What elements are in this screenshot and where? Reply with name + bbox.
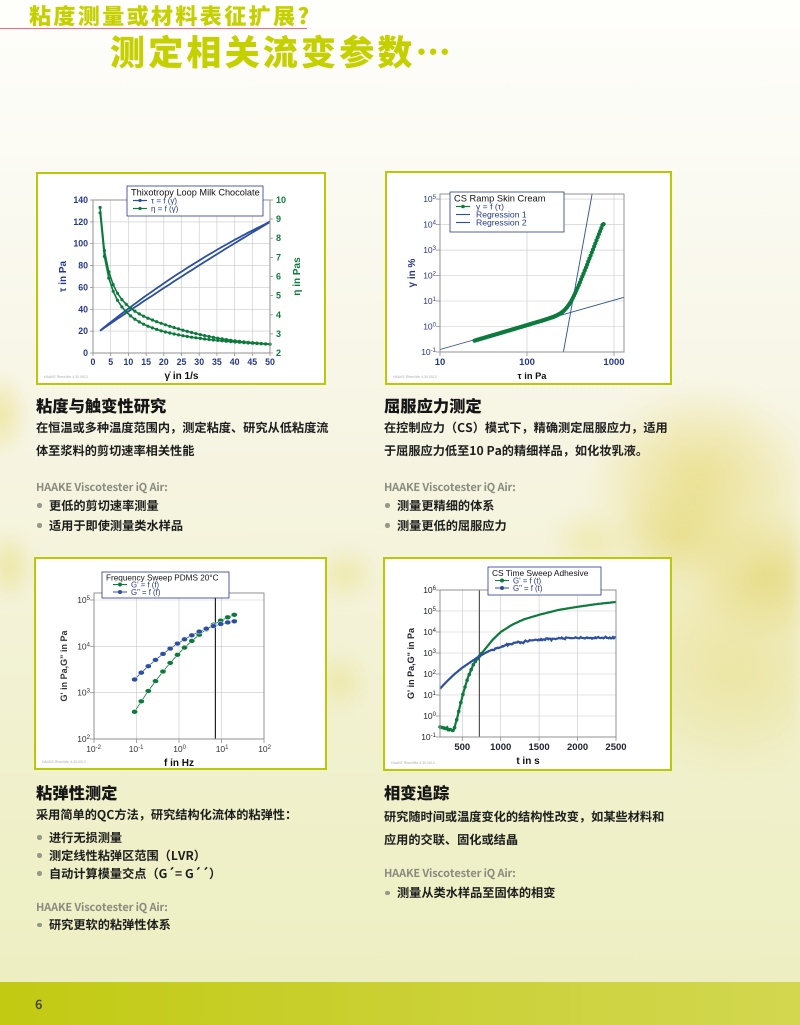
svg-text:106: 106 bbox=[423, 585, 436, 595]
svg-text:100: 100 bbox=[73, 239, 88, 249]
svg-text:G' = f (t): G' = f (t) bbox=[513, 577, 542, 586]
svg-text:15: 15 bbox=[141, 357, 151, 367]
svg-text:10-1: 10-1 bbox=[421, 732, 436, 742]
svg-text:100: 100 bbox=[173, 744, 186, 754]
svg-text:103: 103 bbox=[77, 688, 90, 698]
svg-text:102: 102 bbox=[258, 744, 271, 754]
svg-text:45: 45 bbox=[247, 357, 257, 367]
svg-text:τ in Pa: τ in Pa bbox=[518, 371, 548, 381]
svg-text:20: 20 bbox=[159, 357, 169, 367]
svg-text:80: 80 bbox=[78, 261, 88, 271]
svg-text:35: 35 bbox=[212, 357, 222, 367]
svg-text:Regression 2: Regression 2 bbox=[476, 218, 527, 228]
svg-text:3: 3 bbox=[276, 329, 281, 339]
svg-text:HAAKE RheoWin 4.30.0012: HAAKE RheoWin 4.30.0012 bbox=[393, 375, 437, 379]
svg-text:10: 10 bbox=[276, 195, 286, 205]
svg-text:6: 6 bbox=[276, 272, 281, 282]
svg-text:η in Pas: η in Pas bbox=[292, 257, 303, 296]
svg-text:40: 40 bbox=[78, 304, 88, 314]
svg-text:7: 7 bbox=[276, 252, 281, 262]
svg-text:120: 120 bbox=[73, 217, 88, 227]
svg-text:γ = f (τ): γ = f (τ) bbox=[476, 202, 504, 212]
svg-text:100: 100 bbox=[519, 357, 535, 368]
svg-text:G" = f (f): G" = f (f) bbox=[131, 588, 161, 597]
svg-text:103: 103 bbox=[423, 245, 436, 255]
svg-text:20: 20 bbox=[78, 326, 88, 336]
svg-text:G' in Pa,G" in Pa: G' in Pa,G" in Pa bbox=[59, 630, 69, 702]
svg-text:10-2: 10-2 bbox=[86, 744, 101, 754]
svg-text:HAAKE RheoWin 4.30.0012: HAAKE RheoWin 4.30.0012 bbox=[391, 761, 435, 765]
svg-text:t in s: t in s bbox=[516, 756, 540, 767]
svg-text:γ in %: γ in % bbox=[407, 258, 418, 287]
svg-text:104: 104 bbox=[423, 627, 436, 637]
svg-text:101: 101 bbox=[216, 744, 229, 754]
svg-text:8: 8 bbox=[276, 233, 281, 243]
svg-text:104: 104 bbox=[423, 220, 436, 230]
svg-text:9: 9 bbox=[276, 214, 281, 224]
svg-text:60: 60 bbox=[78, 282, 88, 292]
svg-text:0: 0 bbox=[83, 348, 88, 358]
svg-text:140: 140 bbox=[73, 195, 88, 205]
svg-text:100: 100 bbox=[423, 711, 436, 721]
svg-text:103: 103 bbox=[423, 648, 436, 658]
svg-text:30: 30 bbox=[194, 357, 204, 367]
svg-text:105: 105 bbox=[423, 606, 436, 616]
svg-text:0: 0 bbox=[91, 357, 96, 367]
svg-text:τ = f (γ̇): τ = f (γ̇) bbox=[151, 197, 177, 206]
svg-text:CS Time Sweep Adhesive: CS Time Sweep Adhesive bbox=[492, 568, 589, 578]
svg-text:50: 50 bbox=[265, 357, 275, 367]
svg-text:4: 4 bbox=[276, 310, 281, 320]
svg-text:1000: 1000 bbox=[490, 742, 511, 753]
svg-text:105: 105 bbox=[423, 194, 436, 204]
svg-text:104: 104 bbox=[77, 641, 90, 651]
svg-text:γ̇ in 1/s: γ̇ in 1/s bbox=[165, 371, 199, 382]
svg-text:G' in Pa,G" in Pa: G' in Pa,G" in Pa bbox=[406, 627, 416, 699]
svg-text:5: 5 bbox=[108, 357, 113, 367]
svg-text:102: 102 bbox=[423, 271, 436, 281]
svg-text:5: 5 bbox=[276, 291, 281, 301]
svg-text:102: 102 bbox=[77, 734, 90, 744]
svg-text:100: 100 bbox=[423, 322, 436, 332]
svg-text:101: 101 bbox=[423, 690, 436, 700]
svg-text:1500: 1500 bbox=[529, 742, 550, 753]
svg-text:2000: 2000 bbox=[567, 742, 588, 753]
svg-text:105: 105 bbox=[77, 595, 90, 605]
svg-text:G" = f (t): G" = f (t) bbox=[513, 584, 543, 593]
svg-text:Regression 1: Regression 1 bbox=[476, 210, 527, 220]
svg-text:101: 101 bbox=[423, 296, 436, 306]
svg-text:G' = f (f): G' = f (f) bbox=[131, 581, 160, 590]
svg-text:Frequency Sweep PDMS 20°C: Frequency Sweep PDMS 20°C bbox=[106, 574, 219, 583]
svg-text:10-1: 10-1 bbox=[421, 347, 436, 357]
svg-text:10: 10 bbox=[124, 357, 134, 367]
svg-text:40: 40 bbox=[230, 357, 240, 367]
svg-text:η = f (γ̇): η = f (γ̇) bbox=[151, 205, 179, 214]
svg-text:10: 10 bbox=[435, 357, 446, 368]
svg-text:1000: 1000 bbox=[603, 357, 624, 368]
svg-text:HAAKE RheoWin 4.30.0012: HAAKE RheoWin 4.30.0012 bbox=[44, 375, 88, 379]
svg-text:25: 25 bbox=[177, 357, 187, 367]
svg-text:HAAKE RheoWin 4.30.0012: HAAKE RheoWin 4.30.0012 bbox=[42, 760, 86, 764]
svg-text:10-1: 10-1 bbox=[129, 744, 144, 754]
svg-text:2500: 2500 bbox=[605, 742, 626, 753]
svg-text:102: 102 bbox=[423, 669, 436, 679]
svg-text:Thixotropy Loop Milk Chocolate: Thixotropy Loop Milk Chocolate bbox=[131, 188, 260, 198]
svg-text:CS Ramp Skin Cream: CS Ramp Skin Cream bbox=[454, 194, 546, 204]
svg-text:2: 2 bbox=[276, 348, 281, 358]
svg-text:τ in Pa: τ in Pa bbox=[58, 260, 69, 292]
svg-text:f in Hz: f in Hz bbox=[164, 758, 194, 768]
svg-text:500: 500 bbox=[454, 742, 470, 753]
